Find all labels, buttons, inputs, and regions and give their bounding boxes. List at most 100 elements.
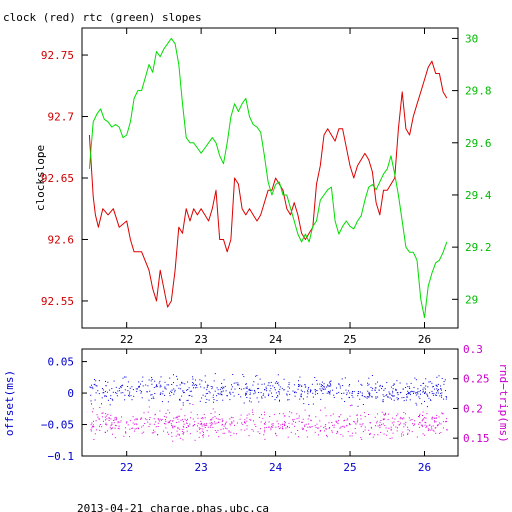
offset-point	[407, 390, 409, 392]
offset-point	[222, 390, 224, 392]
offset-point	[348, 385, 350, 387]
offset-point	[253, 381, 255, 383]
roundtrip-point	[435, 432, 437, 434]
bottom-x-tick-label: 24	[269, 461, 283, 474]
offset-point	[253, 393, 255, 395]
offset-point	[261, 397, 263, 399]
roundtrip-point	[93, 439, 95, 440]
roundtrip-point	[92, 424, 94, 426]
roundtrip-point	[379, 425, 381, 427]
offset-point	[367, 382, 368, 384]
roundtrip-point	[218, 436, 220, 438]
offset-point	[109, 389, 111, 391]
roundtrip-point	[108, 420, 110, 421]
roundtrip-point	[214, 411, 216, 413]
offset-point	[93, 384, 95, 386]
offset-point	[295, 392, 297, 394]
offset-point	[249, 388, 251, 390]
offset-point	[328, 392, 330, 394]
roundtrip-point	[418, 416, 419, 417]
offset-point	[245, 383, 247, 385]
offset-point	[374, 389, 376, 391]
roundtrip-point	[173, 417, 175, 419]
offset-point	[327, 391, 329, 392]
offset-point	[156, 386, 158, 388]
roundtrip-point	[182, 419, 183, 421]
offset-point	[199, 383, 201, 385]
top-x-tick-label: 26	[418, 333, 431, 346]
roundtrip-point	[165, 420, 167, 422]
roundtrip-point	[432, 429, 434, 431]
offset-point	[437, 383, 439, 385]
offset-point	[366, 397, 368, 399]
roundtrip-point	[413, 424, 415, 426]
offset-point	[159, 380, 161, 382]
offset-point	[116, 395, 118, 397]
roundtrip-point	[291, 412, 293, 414]
roundtrip-point	[183, 423, 185, 425]
roundtrip-point	[132, 422, 134, 424]
roundtrip-point	[97, 416, 99, 418]
offset-point	[260, 392, 262, 394]
roundtrip-point	[424, 417, 425, 419]
offset-point	[217, 392, 219, 394]
offset-point	[221, 394, 223, 396]
roundtrip-point	[328, 422, 330, 424]
offset-point	[233, 395, 235, 397]
offset-point	[398, 398, 399, 400]
offset-point	[155, 386, 157, 388]
roundtrip-point	[351, 432, 353, 434]
offset-point	[297, 388, 299, 390]
offset-point	[437, 390, 439, 392]
roundtrip-point	[179, 428, 181, 430]
offset-point	[344, 401, 346, 402]
offset-point	[289, 393, 291, 395]
offset-point	[426, 393, 428, 395]
offset-point	[110, 398, 112, 399]
roundtrip-point	[246, 414, 248, 416]
offset-point	[301, 390, 303, 392]
footer-text: 2013-04-21 charge.phas.ubc.ca	[77, 502, 269, 512]
roundtrip-point	[284, 415, 286, 417]
offset-point	[283, 378, 285, 380]
offset-point	[148, 379, 150, 381]
offset-point	[425, 378, 427, 380]
offset-point	[122, 384, 124, 386]
offset-point	[246, 397, 248, 398]
offset-point	[430, 399, 431, 401]
bottom-x-tick-label: 23	[195, 461, 208, 474]
roundtrip-point	[430, 429, 432, 431]
offset-point	[124, 394, 126, 396]
offset-point	[342, 385, 344, 387]
roundtrip-point	[276, 420, 278, 422]
offset-point	[436, 376, 438, 378]
offset-point	[258, 401, 260, 403]
roundtrip-point	[355, 423, 357, 425]
roundtrip-point	[206, 430, 208, 432]
roundtrip-point	[377, 434, 379, 436]
offset-point	[171, 392, 173, 393]
roundtrip-point	[435, 427, 437, 429]
roundtrip-point	[138, 428, 140, 430]
roundtrip-point	[298, 420, 300, 422]
offset-point	[139, 390, 141, 392]
roundtrip-point	[302, 429, 304, 430]
roundtrip-point	[137, 427, 139, 429]
roundtrip-point	[161, 419, 162, 421]
offset-point	[338, 391, 340, 393]
roundtrip-point	[210, 424, 212, 426]
roundtrip-point	[371, 427, 373, 429]
roundtrip-point	[177, 428, 179, 430]
offset-point	[441, 396, 442, 398]
offset-point	[441, 392, 443, 394]
roundtrip-point	[356, 414, 358, 416]
roundtrip-point	[105, 413, 107, 415]
offset-point	[341, 378, 343, 380]
offset-point	[221, 391, 223, 393]
roundtrip-point	[105, 419, 106, 421]
roundtrip-point	[263, 431, 265, 433]
roundtrip-point	[170, 420, 172, 422]
offset-point	[191, 395, 193, 397]
roundtrip-point	[221, 424, 223, 426]
roundtrip-point	[308, 423, 310, 425]
